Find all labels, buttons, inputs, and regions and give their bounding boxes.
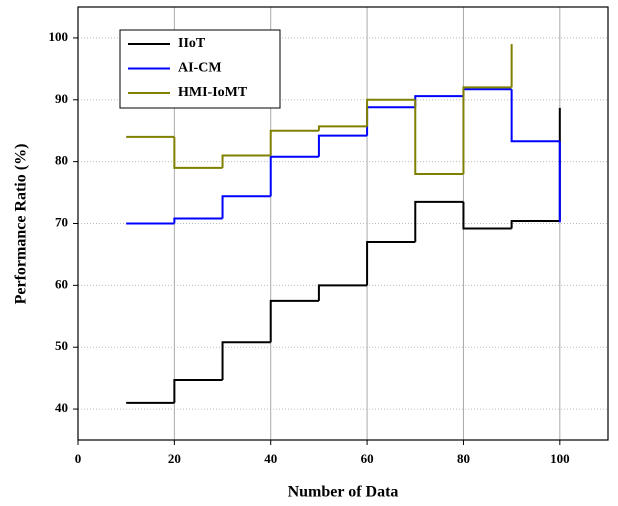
x-axis-label: Number of Data bbox=[288, 484, 399, 501]
legend-label: HMI-IoMT bbox=[178, 85, 248, 100]
legend-label: IIoT bbox=[178, 36, 206, 51]
step-segment bbox=[462, 86, 512, 175]
y-tick-label: 70 bbox=[55, 214, 68, 229]
x-tick-label: 20 bbox=[168, 451, 181, 466]
x-tick-label: 60 bbox=[361, 451, 374, 466]
x-tick-label: 0 bbox=[75, 451, 82, 466]
step-segment bbox=[173, 136, 223, 169]
step-segment bbox=[269, 129, 319, 156]
y-tick-label: 50 bbox=[55, 338, 68, 353]
y-tick-label: 90 bbox=[55, 91, 68, 106]
step-segment bbox=[462, 201, 512, 230]
step-segment bbox=[317, 134, 368, 157]
y-tick-label: 80 bbox=[55, 153, 68, 168]
step-segment bbox=[221, 154, 271, 168]
step-segment bbox=[221, 195, 271, 219]
step-segment bbox=[173, 217, 223, 224]
step-segment bbox=[269, 155, 319, 197]
step-segment bbox=[317, 125, 368, 131]
y-tick-label: 100 bbox=[49, 29, 69, 44]
x-tick-label: 100 bbox=[550, 451, 570, 466]
step-segment bbox=[510, 89, 560, 143]
legend-label: AI-CM bbox=[178, 61, 222, 76]
step-segment bbox=[510, 220, 560, 229]
plot-frame bbox=[77, 6, 609, 441]
step-segment bbox=[366, 241, 416, 286]
step-segment bbox=[317, 284, 368, 301]
step-segment bbox=[269, 299, 319, 343]
step-segment bbox=[173, 378, 223, 403]
step-segment bbox=[414, 99, 464, 176]
step-segment bbox=[366, 98, 416, 127]
step-segment bbox=[414, 200, 464, 243]
x-tick-label: 40 bbox=[264, 451, 277, 466]
step-segment bbox=[221, 341, 271, 380]
y-tick-label: 40 bbox=[55, 400, 68, 415]
y-axis-label: Performance Ratio (%) bbox=[13, 144, 30, 305]
y-tick-label: 60 bbox=[55, 276, 68, 291]
x-tick-label: 80 bbox=[457, 451, 470, 466]
